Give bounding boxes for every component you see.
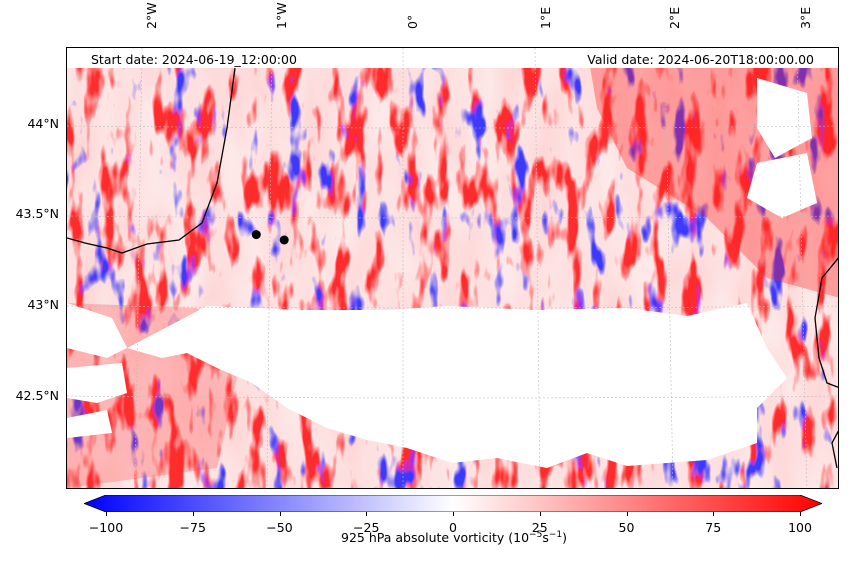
- masked-terrain-west-2: [67, 363, 127, 403]
- map-canvas: [67, 48, 838, 488]
- colorbar: [82, 494, 824, 513]
- vorticity-map: [66, 47, 839, 489]
- location-marker-1: [251, 230, 261, 240]
- colorbar-tickmark: [366, 512, 368, 516]
- masked-patch-ne-1: [757, 78, 812, 158]
- location-marker-2: [279, 235, 289, 245]
- colorbar-tick-label: −100: [88, 520, 124, 535]
- masked-terrain-pyrenees: [127, 303, 787, 468]
- colorbar-tickmark: [800, 512, 801, 516]
- colorbar-tick-label: 75: [705, 520, 722, 535]
- colorbar-tickmark: [106, 512, 107, 516]
- masked-terrain-west-3: [67, 410, 112, 438]
- lat-label-43n: 43°N: [27, 297, 59, 312]
- colorbar-gradient: [82, 494, 824, 513]
- colorbar-tick-label: 100: [788, 520, 812, 535]
- colorbar-tickmark: [539, 512, 541, 516]
- coastline-bay-of-biscay: [67, 67, 236, 254]
- lon-label-1w: 1°W: [274, 2, 289, 29]
- valid-date-label: Valid date: 2024-06-20T18:00:00.00: [585, 52, 816, 67]
- lat-label-44n: 44°N: [27, 116, 59, 131]
- coastline-mediterranean-south: [831, 430, 838, 469]
- colorbar-tickmark: [192, 512, 194, 516]
- masked-terrain-west: [67, 303, 127, 358]
- colorbar-svg: [82, 494, 824, 513]
- colorbar-tickmark: [453, 512, 454, 516]
- colorbar-label: 925 hPa absolute vorticity (10−5s−1): [340, 530, 568, 546]
- lat-label-43-5n: 43.5°N: [15, 206, 59, 221]
- colorbar-tick-label: −75: [179, 520, 206, 535]
- graticule: [67, 48, 838, 488]
- start-date-label: Start date: 2024-06-19_12:00:00: [89, 52, 299, 67]
- lon-label-2e: 2°E: [667, 6, 682, 29]
- colorbar-tick-label: 25: [531, 520, 548, 535]
- lon-label-0: 0°: [405, 14, 420, 29]
- lon-label-2w: 2°W: [144, 2, 159, 29]
- lon-label-3e: 3°E: [798, 6, 813, 29]
- lon-label-1e: 1°E: [538, 6, 553, 29]
- colorbar-tickmark: [626, 512, 628, 516]
- colorbar-tick-label: 0: [449, 520, 457, 535]
- colorbar-tickmark: [279, 512, 281, 516]
- colorbar-tick-label: 50: [618, 520, 635, 535]
- coastline-mediterranean: [814, 257, 838, 388]
- lat-label-42-5n: 42.5°N: [15, 388, 59, 403]
- colorbar-tickmark: [713, 512, 715, 516]
- colorbar-tick-label: −50: [266, 520, 293, 535]
- colorbar-tick-label: −25: [353, 520, 380, 535]
